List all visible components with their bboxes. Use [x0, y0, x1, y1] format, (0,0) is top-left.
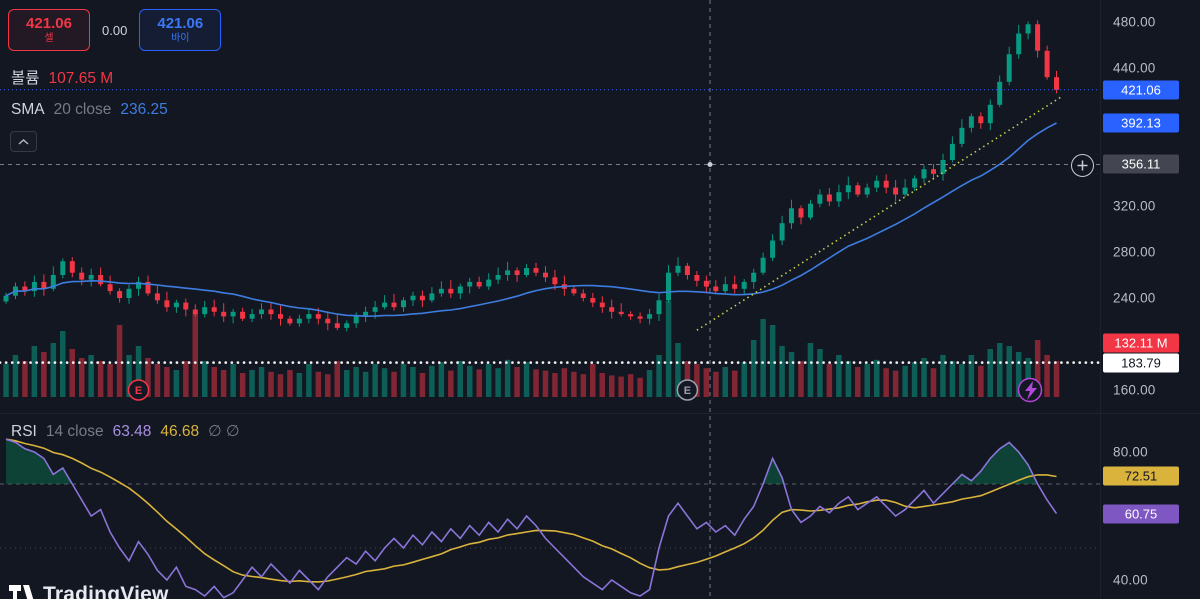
- buy-button[interactable]: 421.06 바이: [139, 9, 222, 51]
- svg-text:E: E: [684, 385, 691, 397]
- sma-legend-label: SMA: [11, 101, 45, 118]
- events-lightning-icon[interactable]: [1017, 377, 1043, 403]
- trend-line[interactable]: [696, 96, 1062, 331]
- last-price-badge: 421.06: [1103, 80, 1179, 100]
- price-axis[interactable]: 480.00 440.00 320.00 280.00 240.00 160.00 80.0…: [1100, 0, 1200, 599]
- tradingview-logo[interactable]: TradingView: [9, 583, 169, 599]
- tradingview-mark-icon: [9, 585, 34, 599]
- volume-value-badge: 132.11 M: [1103, 333, 1179, 353]
- chevron-up-icon: [18, 138, 29, 145]
- earnings-marker[interactable]: E: [127, 379, 150, 401]
- rsi-legend-label: RSI: [11, 423, 37, 440]
- tradingview-logo-text: TradingView: [43, 583, 169, 599]
- rsi-legend-empty-values: ∅ ∅: [208, 423, 240, 440]
- volume-legend-label: 볼륨: [11, 70, 40, 87]
- trading-panel: 421.06 셀 0.00 421.06 바이: [8, 9, 222, 51]
- sma-legend-params: 20 close: [53, 101, 112, 118]
- svg-text:E: E: [135, 385, 142, 397]
- collapse-pane-button[interactable]: [10, 131, 37, 152]
- rsi-ma-line[interactable]: [5, 438, 1057, 583]
- sell-label: 셀: [44, 32, 54, 44]
- volume-legend[interactable]: 볼륨 107.65 M: [11, 66, 113, 88]
- rsi-legend-ma-value: 46.68: [160, 423, 200, 440]
- axis-tick: 280.00: [1113, 244, 1156, 260]
- earnings-marker[interactable]: E: [676, 379, 699, 401]
- level-price-badge: 183.79: [1103, 353, 1179, 373]
- spread-value: 0.00: [102, 22, 128, 38]
- sma-value-badge: 392.13: [1103, 113, 1179, 133]
- axis-tick: 160.00: [1113, 382, 1156, 398]
- crosshair-center-dot: [707, 162, 713, 167]
- volume-legend-value: 107.65 M: [48, 70, 114, 87]
- sell-button[interactable]: 421.06 셀: [8, 9, 90, 51]
- plus-icon: [1077, 160, 1088, 171]
- sma-line[interactable]: [5, 122, 1057, 318]
- axis-tick: 440.00: [1113, 60, 1156, 76]
- rsi-overbought-fill: [763, 458, 784, 484]
- buy-label: 바이: [171, 32, 190, 44]
- rsi-overbought-fill: [6, 439, 73, 484]
- add-alert-icon[interactable]: [1071, 154, 1094, 177]
- rsi-legend-value: 63.48: [112, 423, 152, 440]
- rsi-value-badge: 60.75: [1103, 504, 1179, 524]
- sma-legend-value: 236.25: [120, 101, 168, 118]
- axis-tick: 40.00: [1113, 572, 1148, 588]
- rsi-legend[interactable]: RSI 14 close 63.48 46.68 ∅ ∅: [11, 422, 239, 441]
- sma-legend[interactable]: SMA 20 close 236.25: [11, 101, 168, 119]
- axis-tick: 480.00: [1113, 14, 1156, 30]
- candlestick-series: [3, 20, 1059, 332]
- rsi-legend-params: 14 close: [45, 423, 104, 440]
- sell-price: 421.06: [26, 14, 72, 32]
- pane-divider[interactable]: [0, 413, 1200, 414]
- buy-price: 421.06: [157, 14, 204, 32]
- crosshair-price-badge: 356.11: [1103, 154, 1179, 174]
- rsi-overbought-fill: [952, 442, 1038, 484]
- rsi-ma-badge: 72.51: [1103, 466, 1179, 486]
- axis-tick: 80.00: [1113, 444, 1148, 460]
- axis-tick: 320.00: [1113, 198, 1156, 214]
- axis-tick: 240.00: [1113, 290, 1156, 306]
- volume-series: [3, 301, 1060, 397]
- rsi-line[interactable]: [5, 438, 1058, 599]
